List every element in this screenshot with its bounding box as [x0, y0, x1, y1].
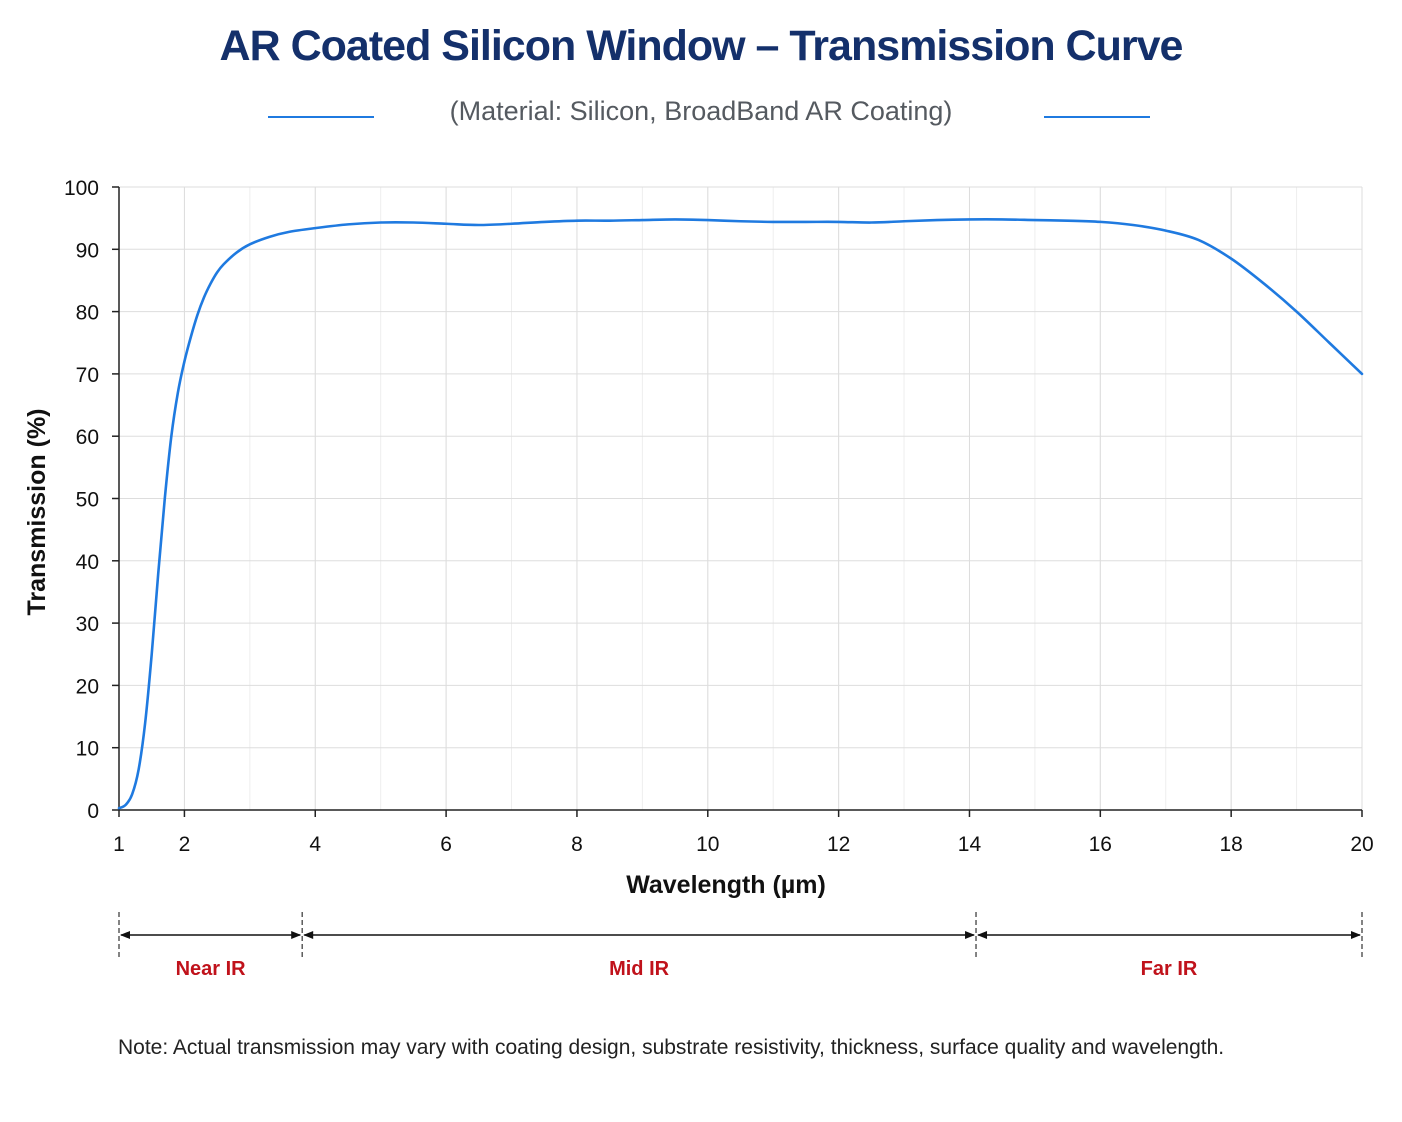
chart-title: AR Coated Silicon Window – Transmission …	[219, 22, 1184, 70]
x-tick-label: 8	[571, 833, 583, 856]
subtitle-rule-left	[268, 116, 374, 118]
transmission-curve	[117, 218, 1364, 810]
y-tick-label: 60	[76, 426, 99, 449]
y-tick-label: 80	[76, 302, 99, 325]
grid-major	[118, 186, 1363, 811]
y-axis-label: Transmission (%)	[23, 409, 51, 616]
region-arrow-head-right	[291, 931, 302, 939]
region-arrow-head-left	[303, 931, 314, 939]
x-tick-label: 6	[440, 833, 452, 856]
region-arrow-head-right	[965, 931, 976, 939]
region-arrow-head-left	[120, 931, 130, 939]
x-tick-label: 20	[1350, 833, 1373, 856]
y-tick-label: 50	[76, 489, 99, 512]
region-arrow-head-right	[1351, 931, 1361, 939]
subtitle-row: (Material: Silicon, BroadBand AR Coating…	[0, 96, 1402, 132]
y-tick-label: 40	[76, 551, 99, 574]
y-tick-label: 90	[76, 239, 99, 262]
x-tick-label: 10	[696, 833, 719, 856]
x-tick-label: 16	[1089, 833, 1112, 856]
x-tick-label: 18	[1219, 833, 1242, 856]
chart-subtitle: (Material: Silicon, BroadBand AR Coating…	[449, 96, 953, 126]
y-tick-label: 70	[76, 364, 99, 387]
y-tick-label: 30	[76, 613, 99, 636]
region-label: Near IR	[176, 958, 247, 980]
x-tick-label: 4	[309, 833, 321, 856]
region-label: Far IR	[1141, 958, 1198, 980]
y-tick-label: 100	[64, 177, 99, 200]
curve-group	[117, 218, 1364, 810]
x-tick-label: 1	[113, 833, 125, 856]
x-tick-label: 14	[958, 833, 982, 856]
x-tick-label: 12	[827, 833, 850, 856]
y-tick-label: 10	[76, 738, 99, 761]
footnote: Note: Actual transmission may vary with …	[118, 1036, 1225, 1059]
y-tick-label: 20	[76, 675, 99, 698]
x-tick-label: 2	[179, 833, 191, 856]
subtitle-rule-right	[1044, 116, 1150, 118]
y-tick-label: 0	[87, 800, 99, 823]
region-bands: Near IR Mid IR Far IR	[118, 912, 1363, 980]
region-label: Mid IR	[609, 958, 670, 980]
axes	[112, 186, 1363, 817]
region-arrow-head-left	[977, 931, 988, 939]
x-axis-label: Wavelength (µm)	[626, 871, 826, 899]
